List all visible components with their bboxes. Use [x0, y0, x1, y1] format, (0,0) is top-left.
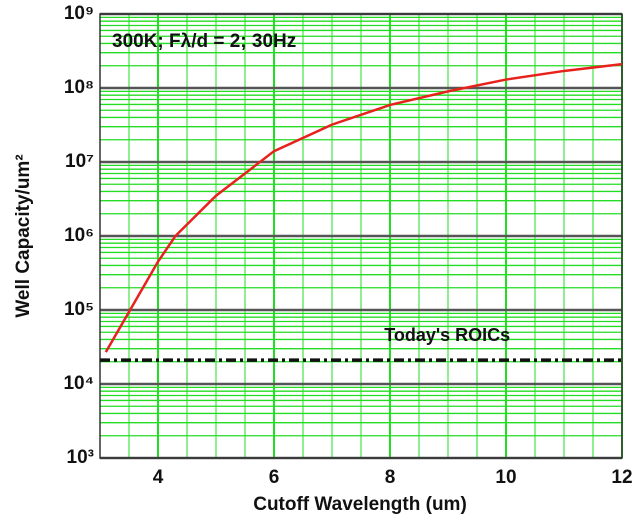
y-tick-label: 10⁷	[65, 151, 94, 172]
x-tick-label: 12	[611, 467, 632, 488]
y-tick-label: 10⁶	[64, 225, 94, 246]
x-tick-label: 8	[385, 467, 396, 488]
series-label: Today's ROICs	[384, 325, 510, 345]
y-tick-label: 10⁹	[64, 3, 94, 24]
y-tick-label: 10³	[67, 447, 94, 468]
x-axis-title: Cutoff Wavelength (um)	[253, 494, 467, 515]
y-tick-label: 10⁵	[64, 299, 94, 320]
y-tick-label: 10⁸	[64, 77, 94, 98]
x-tick-label: 10	[495, 467, 516, 488]
y-tick-label: 10⁴	[63, 373, 94, 394]
y-axis-title: Well Capacity/um²	[13, 154, 34, 317]
x-tick-label: 4	[153, 467, 164, 488]
annotation: 300K; Fλ/d = 2; 30Hz	[112, 31, 296, 52]
x-tick-label: 6	[269, 467, 280, 488]
line	[104, 62, 623, 353]
plot-frame	[99, 13, 623, 459]
